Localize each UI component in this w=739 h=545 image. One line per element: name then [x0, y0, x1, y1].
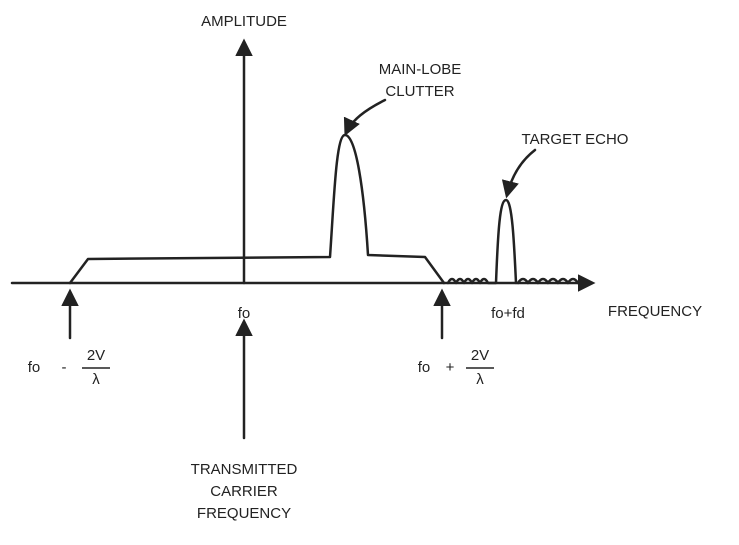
annotation: CLUTTER [385, 83, 454, 100]
marker-label: 2V [87, 347, 105, 364]
annotation: CARRIER [210, 483, 278, 500]
marker-label: fo [418, 359, 431, 376]
annotation: TRANSMITTED [191, 461, 298, 478]
marker-label: fo [28, 359, 41, 376]
marker-label: fo [238, 305, 251, 322]
marker-label: fo+fd [491, 305, 525, 322]
marker-label: + [446, 359, 455, 376]
marker-label: 2V [471, 347, 489, 364]
annotation: TARGET ECHO [522, 131, 629, 148]
y-axis-label: AMPLITUDE [201, 13, 287, 30]
callout-arrow [343, 98, 387, 137]
marker-label: λ [476, 371, 484, 388]
annotation: FREQUENCY [197, 505, 291, 522]
marker-label: - [62, 359, 67, 376]
callout-arrow [501, 148, 537, 199]
annotation: MAIN-LOBE [379, 61, 462, 78]
spectrum [68, 133, 580, 285]
x-axis-label: FREQUENCY [608, 303, 702, 320]
marker-label: λ [92, 371, 100, 388]
